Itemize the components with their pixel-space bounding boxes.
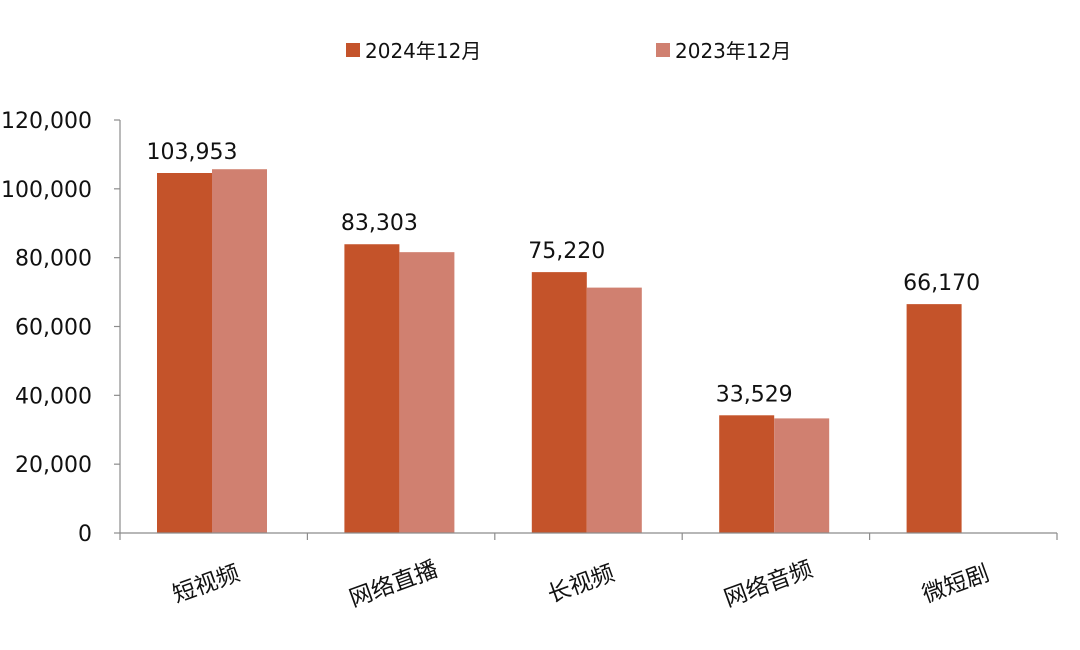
x-tick-label: 微短剧 xyxy=(919,560,993,608)
x-axis: 短视频 网络直播 长视频 网络音频 微短剧 xyxy=(119,532,1058,612)
y-tick-label: 40,000 xyxy=(15,384,92,409)
x-tick-label: 短视频 xyxy=(169,560,243,608)
y-tick-label: 0 xyxy=(78,522,92,547)
x-tick-label: 长视频 xyxy=(544,560,618,608)
bar-series-2 xyxy=(399,252,455,533)
y-tick-label: 80,000 xyxy=(15,247,92,272)
y-tick-label: 120,000 xyxy=(1,109,92,134)
data-label: 83,303 xyxy=(341,211,418,236)
bar-series-1 xyxy=(906,304,962,533)
bar-series-2 xyxy=(586,287,642,533)
legend-label: 2023年12月 xyxy=(675,39,791,63)
data-label: 33,529 xyxy=(716,382,793,407)
bar-series-2 xyxy=(774,418,830,533)
y-tick-label: 60,000 xyxy=(15,316,92,341)
legend: 2024年12月 2023年12月 xyxy=(346,39,791,63)
y-axis: 0 20,000 40,000 60,000 80,000 100,000 120,000 xyxy=(1,109,121,547)
bar-series-2 xyxy=(212,169,267,534)
bar-series-1 xyxy=(344,244,400,533)
legend-swatch xyxy=(656,43,670,57)
data-label: 66,170 xyxy=(903,271,980,296)
legend-label: 2024年12月 xyxy=(365,39,481,63)
y-tick-label: 20,000 xyxy=(15,453,92,478)
y-tick-label: 100,000 xyxy=(1,178,92,203)
data-label: 103,953 xyxy=(147,140,238,165)
x-tick-label: 网络音频 xyxy=(721,556,816,612)
bars: 103,953 83,303 75,220 33,529 66,170 xyxy=(147,140,980,534)
legend-swatch xyxy=(346,43,360,57)
bar-series-1 xyxy=(531,272,587,533)
bar-series-1 xyxy=(719,415,775,533)
bar-series-1 xyxy=(157,173,212,534)
x-tick-label: 网络直播 xyxy=(346,556,441,612)
data-label: 75,220 xyxy=(528,239,605,264)
